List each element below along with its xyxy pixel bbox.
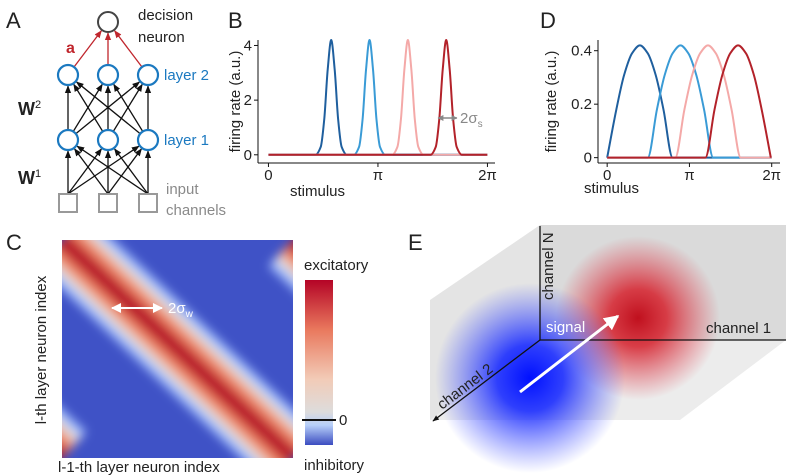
connection [75, 81, 141, 135]
connection [76, 145, 149, 195]
axis-label: channel 1 [706, 320, 771, 337]
neuron [96, 128, 120, 152]
connection [113, 83, 144, 132]
neuron [56, 63, 80, 87]
y-tick-label: 0.4 [571, 43, 592, 60]
tuning-curve [606, 44, 772, 159]
panel-label: B [228, 8, 243, 33]
x-tick-label: π [373, 167, 383, 184]
weight-matrix-label: W2 [18, 99, 41, 119]
tuning-curve [268, 38, 488, 156]
tuning-curve [268, 38, 488, 156]
tuning-curve [607, 44, 772, 159]
signal-space [430, 225, 786, 473]
x-tick-label: π [684, 167, 694, 184]
connection [67, 148, 102, 195]
colorbar [305, 280, 333, 445]
connection [67, 145, 140, 195]
neuron [136, 63, 160, 87]
input-channel [58, 193, 78, 213]
layer-label: layer 1 [164, 132, 209, 149]
decision-label: decision [138, 7, 193, 24]
annotation-subscript: s [478, 119, 483, 130]
heatmap [62, 240, 293, 458]
tuning-curve [607, 44, 772, 159]
input-label: channels [166, 202, 226, 219]
heatmap-xlabel: l-1-th layer neuron index [58, 459, 220, 475]
y-tick-label: 4 [244, 37, 252, 54]
y-axis-label: firing rate (a.u.) [227, 51, 244, 153]
annotation-text: 2σ [460, 110, 478, 127]
neuron [96, 63, 120, 87]
tuning-curve [607, 44, 772, 159]
connection [107, 148, 142, 195]
colorbar-label: inhibitory [304, 457, 365, 474]
network-diagram [56, 11, 160, 213]
x-tick-label: 2π [762, 167, 781, 184]
signal-label: signal [546, 319, 585, 336]
connection [114, 148, 149, 195]
width-annotation: 2σs [460, 110, 483, 130]
x-tick-label: 2π [478, 167, 497, 184]
decision-neuron [97, 11, 119, 33]
heatmap-ylabel: l-th layer neuron index [33, 275, 50, 424]
x-axis-label: stimulus [290, 183, 345, 200]
input-label: input [166, 181, 199, 198]
y-tick-label: 0 [584, 150, 592, 167]
connection [114, 30, 143, 68]
panel-label: E [408, 230, 423, 255]
input-channel [138, 193, 158, 213]
neuron [136, 128, 160, 152]
colorbar-label: excitatory [304, 257, 369, 274]
input-channel [98, 193, 118, 213]
panel-label: A [6, 8, 21, 33]
x-axis-label: stimulus [584, 180, 639, 197]
x-tick-label: 0 [264, 167, 272, 184]
weight-matrix-label: W1 [18, 168, 41, 188]
neuron [56, 128, 80, 152]
panel-label: D [540, 8, 556, 33]
connection [73, 30, 102, 68]
connection [73, 83, 104, 132]
y-tick-label: 2 [244, 92, 252, 109]
width-label: 2σw [168, 300, 194, 320]
colorbar-tick-label: 0 [339, 412, 347, 429]
axis-label: channel N [540, 232, 557, 300]
layer-label: layer 2 [164, 67, 209, 84]
decision-label: neuron [138, 29, 185, 46]
y-axis-label: firing rate (a.u.) [543, 51, 560, 153]
y-tick-label: 0.2 [571, 96, 592, 113]
connection [74, 148, 109, 195]
y-tick-label: 0 [244, 147, 252, 164]
panel-label: C [6, 230, 22, 255]
weight-label: a [66, 40, 75, 57]
x-tick-label: 0 [603, 167, 611, 184]
